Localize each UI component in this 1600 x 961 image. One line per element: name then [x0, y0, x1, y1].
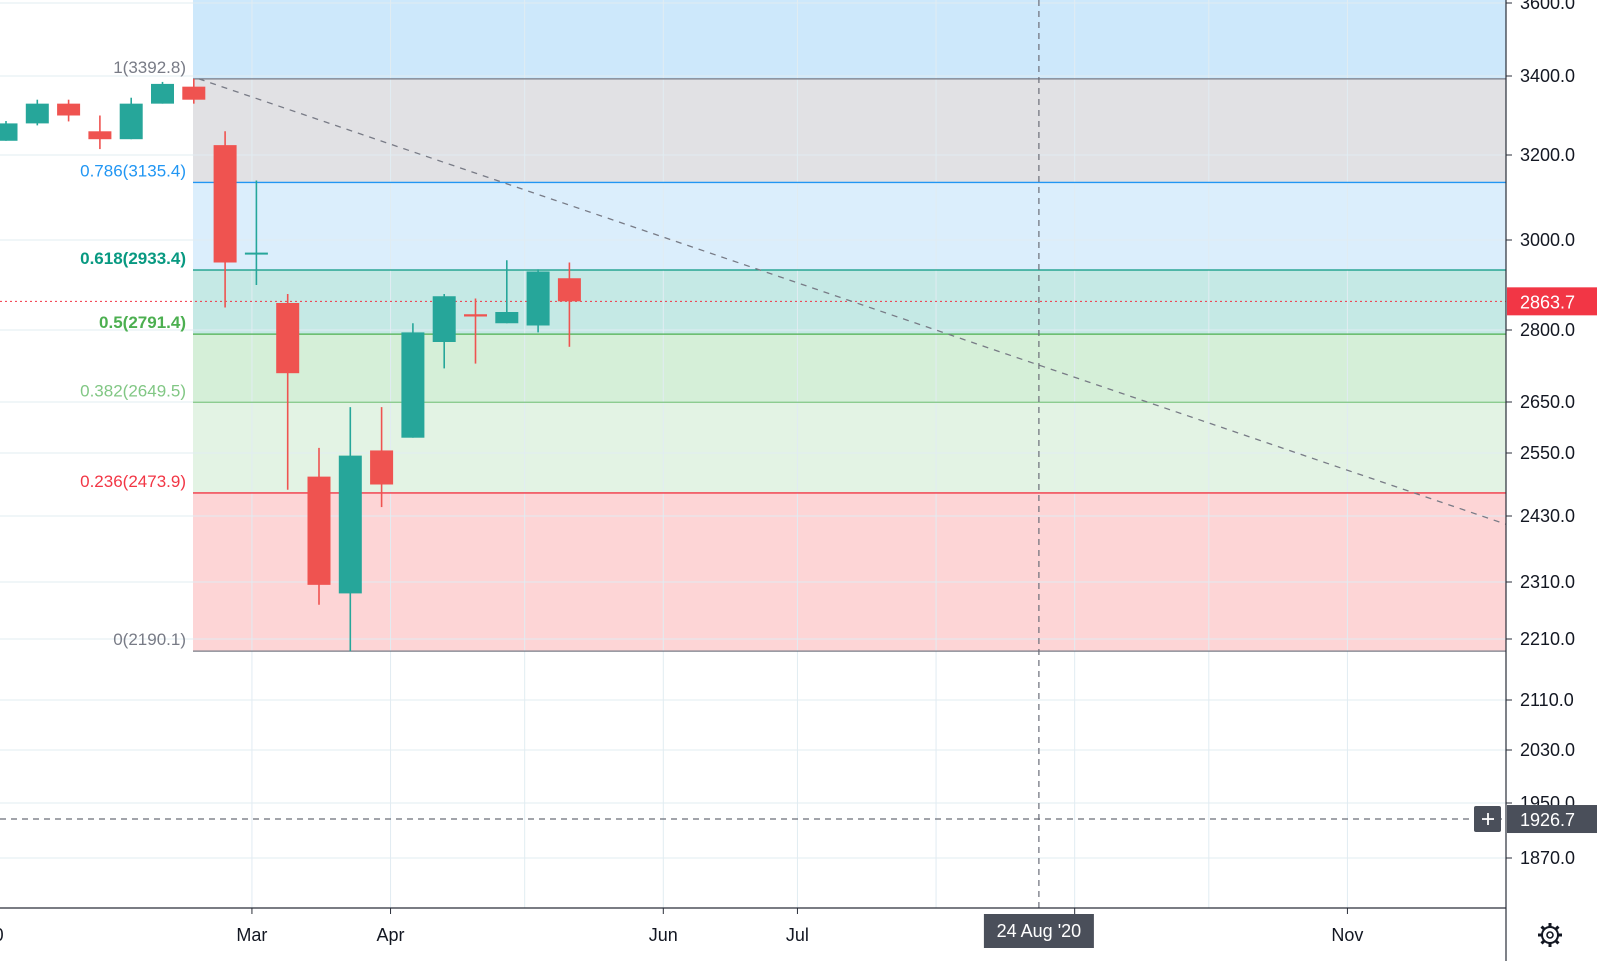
fib-band-0.236-0 — [193, 492, 1506, 652]
candle — [401, 323, 425, 438]
price-axis-label: 3200.0 — [1520, 145, 1575, 165]
candle-body — [370, 450, 394, 485]
price-axis-label: 3600.0 — [1520, 0, 1575, 13]
fib-label-0.786: 0.786(3135.4) — [80, 161, 186, 180]
price-axis[interactable]: 3600.0 3400.0 3200.0 3000.0 2800.0 2650.0 2550… — [1505, 0, 1575, 961]
candle — [338, 407, 362, 652]
candle-body — [338, 455, 362, 594]
candle — [244, 180, 268, 285]
candle — [57, 99, 81, 122]
time-axis-label: Apr — [377, 925, 405, 945]
candle — [0, 121, 18, 141]
fib-label-0.618: 0.618(2933.4) — [80, 249, 186, 268]
candle — [526, 269, 550, 333]
candle-body — [57, 103, 81, 116]
candle-body — [432, 296, 456, 342]
candle — [182, 78, 206, 104]
fib-band-0.5-0.382 — [193, 334, 1506, 403]
price-axis-label: 2550.0 — [1520, 443, 1575, 463]
candle — [464, 298, 487, 364]
grid-lines — [0, 0, 1506, 908]
price-axis-label: 2650.0 — [1520, 392, 1575, 412]
candle-body — [119, 103, 143, 140]
price-axis-label: 2430.0 — [1520, 506, 1575, 526]
fibonacci-bands — [193, 0, 1506, 652]
candle-body — [276, 303, 300, 374]
price-axis-label: 2110.0 — [1520, 690, 1574, 710]
price-axis-label: 2310.0 — [1520, 572, 1575, 592]
candle — [151, 81, 174, 104]
candle-body — [25, 103, 49, 124]
candle-body — [495, 312, 519, 324]
candle — [307, 447, 331, 605]
candle-body — [0, 123, 18, 141]
price-axis-label: 2210.0 — [1520, 629, 1575, 649]
fib-band-top — [193, 0, 1506, 79]
price-axis-label: 3000.0 — [1520, 230, 1575, 250]
candle-body — [182, 86, 206, 100]
gear-icon — [1541, 926, 1559, 944]
candle-body — [557, 278, 581, 302]
crosshair-date-tag — [983, 914, 1094, 948]
fibonacci-labels: 1(3392.8) 0.786(3135.4) 0.618(2933.4) 0.5(2… — [80, 58, 186, 649]
time-axis-label: Jun — [649, 925, 678, 945]
candlestick-series — [0, 78, 581, 652]
candle-body — [88, 131, 112, 140]
crosshair-price-tag — [1507, 805, 1597, 834]
price-axis-label: 1870.0 — [1520, 848, 1575, 868]
last-price-tag — [1507, 287, 1597, 316]
trend-line-segment — [198, 78, 1507, 525]
candle — [119, 97, 143, 140]
candle-body — [307, 476, 331, 585]
fib-band-1-0.786 — [193, 78, 1506, 183]
crosshair — [0, 0, 1506, 908]
candle — [432, 294, 456, 369]
fib-label-0.236: 0.236(2473.9) — [80, 472, 186, 491]
candle-body — [464, 314, 487, 317]
crosshair-price-tag-text: 1926.7 — [1520, 810, 1575, 830]
candle-body — [244, 252, 268, 255]
settings-button[interactable] — [1538, 923, 1562, 947]
trend-line — [198, 78, 1507, 525]
candle — [495, 260, 519, 324]
candle-body — [526, 271, 550, 326]
fib-label-1: 1(3392.8) — [113, 58, 186, 77]
crosshair-date-tag-text: 24 Aug '20 — [997, 921, 1082, 941]
candle — [276, 294, 300, 490]
fib-band-0.786-0.618 — [193, 182, 1506, 270]
candle-body — [151, 83, 174, 104]
fib-label-0.382: 0.382(2649.5) — [80, 381, 186, 400]
fib-label-0: 0(2190.1) — [113, 630, 186, 649]
price-axis-label: 3400.0 — [1520, 66, 1575, 86]
candle — [88, 115, 112, 150]
candle — [370, 407, 394, 508]
candle-body — [213, 145, 237, 263]
candle — [557, 262, 581, 347]
price-tags: 2863.7 1926.7 24 Aug '20 — [983, 287, 1597, 948]
time-axis[interactable]: 2020MarAprJunJulSepNov — [0, 907, 1506, 945]
candle — [25, 99, 49, 126]
time-axis-label: Mar — [236, 925, 267, 945]
last-price-tag-text: 2863.7 — [1520, 292, 1575, 312]
candle — [213, 131, 237, 308]
candle-body — [401, 332, 425, 438]
time-axis-label: Nov — [1331, 925, 1363, 945]
price-axis-label: 2800.0 — [1520, 320, 1575, 340]
gear-icon-center — [1546, 931, 1554, 939]
time-axis-label: 2020 — [0, 925, 4, 945]
time-axis-label: Jul — [786, 925, 809, 945]
price-axis-label: 2030.0 — [1520, 740, 1575, 760]
crosshair-plus-button[interactable] — [1474, 806, 1501, 833]
fib-label-0.5: 0.5(2791.4) — [99, 313, 186, 332]
fib-band-0.618-0.5 — [193, 269, 1506, 335]
